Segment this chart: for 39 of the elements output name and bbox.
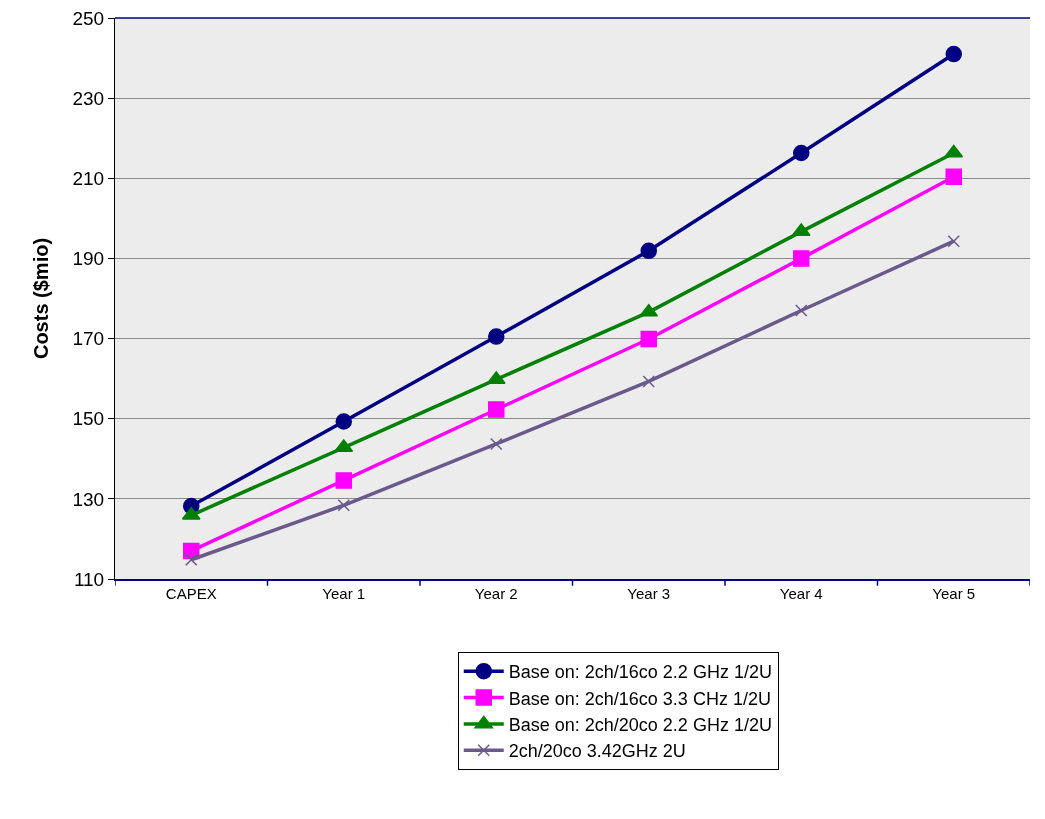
point <box>488 401 505 418</box>
point <box>947 234 960 248</box>
y-tick-label: 170 <box>72 328 105 350</box>
point <box>642 375 655 388</box>
point <box>791 223 811 237</box>
x-tick-label: Year 2 <box>474 584 518 602</box>
x-tick-label: CAPEX <box>165 584 217 602</box>
legend-label: Base on: 2ch/16co 2.2 GHz 1/2U <box>508 662 772 683</box>
y-tick-label: 210 <box>72 167 105 189</box>
y-tick-label: 110 <box>73 568 105 590</box>
point <box>337 499 350 512</box>
point <box>640 242 657 260</box>
point <box>795 304 808 317</box>
y-tick-label: 150 <box>72 408 105 430</box>
point <box>945 45 962 63</box>
x-tick-label: Year 3 <box>627 584 671 602</box>
y-axis-title: Costs ($mio) <box>30 237 52 360</box>
point <box>185 553 198 567</box>
point <box>793 144 810 162</box>
point <box>944 144 964 158</box>
legend-label: 2ch/20co 3.42GHz 2U <box>508 741 686 762</box>
y-tick-label: 130 <box>72 488 105 510</box>
point <box>945 168 962 185</box>
y-tick-label: 230 <box>72 87 105 109</box>
point <box>335 413 352 430</box>
point <box>488 328 505 345</box>
y-tick-label: 190 <box>72 248 105 270</box>
point <box>334 439 354 453</box>
x-tick-label: Year 5 <box>932 584 976 602</box>
point <box>335 472 352 489</box>
point <box>639 303 659 317</box>
y-tick-label: 250 <box>72 7 105 29</box>
x-tick-label: Year 4 <box>779 584 823 602</box>
point <box>490 437 503 451</box>
legend-label: Base on: 2ch/16co 3.3 CHz 1/2U <box>508 688 771 709</box>
x-tick-label: Year 1 <box>322 584 366 602</box>
point <box>793 250 810 267</box>
legend-label: Base on: 2ch/20co 2.2 GHz 1/2U <box>508 714 772 735</box>
point <box>640 330 657 348</box>
